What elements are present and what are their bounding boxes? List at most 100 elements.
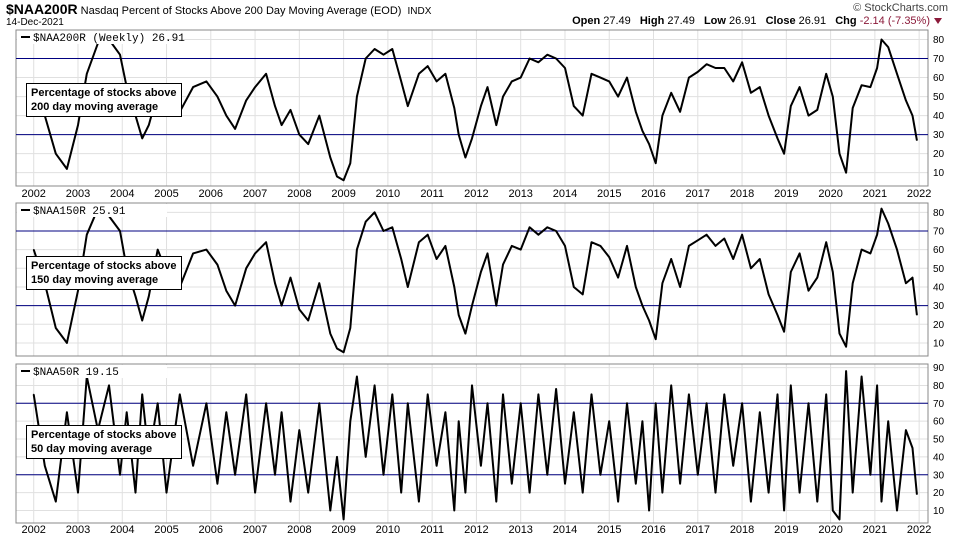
data-point bbox=[435, 465, 438, 467]
data-point bbox=[838, 333, 841, 335]
data-point bbox=[905, 99, 907, 101]
data-point bbox=[750, 500, 752, 503]
ohlc-readout: Open 27.49 High 27.49 Low 26.91 Close 26… bbox=[566, 15, 930, 27]
data-point bbox=[790, 105, 792, 107]
panel-frame bbox=[15, 363, 929, 524]
data-point bbox=[495, 305, 497, 307]
data-point bbox=[528, 226, 531, 228]
x-tick-label: 2003 bbox=[66, 188, 90, 200]
data-point bbox=[608, 420, 610, 422]
data-point bbox=[356, 375, 358, 378]
data-point bbox=[714, 245, 717, 247]
y-tick-label: 60 bbox=[933, 417, 945, 428]
chart-title-row: $NAA200R Nasdaq Percent of Stocks Above … bbox=[6, 1, 431, 17]
data-point bbox=[880, 38, 883, 41]
data-point bbox=[77, 124, 79, 126]
data-point bbox=[916, 493, 918, 496]
data-point bbox=[723, 237, 725, 240]
data-point bbox=[44, 465, 46, 467]
data-point bbox=[641, 305, 644, 307]
data-point bbox=[458, 314, 460, 316]
brand-watermark: © StockCharts.com bbox=[853, 2, 948, 14]
data-point bbox=[825, 73, 827, 75]
data-point bbox=[661, 492, 663, 494]
data-point bbox=[706, 234, 708, 236]
y-tick-label: 60 bbox=[933, 73, 945, 84]
data-point bbox=[179, 393, 181, 395]
data-point bbox=[298, 429, 300, 431]
data-point bbox=[661, 282, 663, 284]
data-point bbox=[564, 245, 566, 247]
down-triangle-icon bbox=[934, 18, 942, 24]
data-point bbox=[511, 245, 513, 247]
data-point bbox=[648, 319, 650, 322]
data-point bbox=[391, 48, 393, 50]
data-point bbox=[869, 252, 872, 254]
data-point bbox=[626, 402, 628, 404]
data-point bbox=[444, 245, 447, 247]
data-point bbox=[723, 393, 725, 395]
data-point bbox=[520, 76, 522, 79]
data-point bbox=[245, 99, 247, 101]
y-tick-label: 50 bbox=[933, 264, 945, 275]
x-tick-label: 2004 bbox=[110, 188, 134, 200]
y-tick-label: 60 bbox=[933, 245, 945, 256]
y-tick-label: 40 bbox=[933, 111, 945, 122]
data-point bbox=[245, 393, 247, 395]
data-point bbox=[582, 115, 584, 117]
data-point bbox=[887, 46, 889, 48]
data-point bbox=[329, 509, 331, 512]
data-point bbox=[790, 384, 792, 387]
data-point bbox=[336, 175, 338, 178]
data-point bbox=[254, 492, 256, 494]
data-point bbox=[356, 95, 358, 98]
data-point bbox=[670, 384, 672, 387]
data-point bbox=[590, 73, 593, 75]
data-point bbox=[916, 139, 918, 141]
data-point bbox=[876, 67, 878, 69]
ticker-symbol: $NAA200R bbox=[6, 1, 78, 17]
data-point bbox=[336, 456, 338, 458]
data-point bbox=[298, 308, 300, 310]
data-point bbox=[329, 333, 331, 335]
data-point bbox=[374, 211, 376, 213]
data-point bbox=[590, 241, 593, 243]
y-tick-label: 20 bbox=[933, 320, 945, 331]
data-point bbox=[582, 293, 584, 296]
data-series-line bbox=[32, 370, 918, 521]
data-point bbox=[374, 384, 376, 387]
data-point bbox=[307, 492, 309, 494]
y-tick-label: 80 bbox=[933, 35, 945, 46]
data-point bbox=[234, 305, 236, 307]
x-tick-label: 2007 bbox=[243, 188, 267, 200]
data-point bbox=[688, 76, 690, 79]
data-point bbox=[471, 305, 473, 307]
x-tick-label: 2018 bbox=[730, 524, 754, 536]
series-label: $NAA50R 19.15 bbox=[33, 367, 119, 379]
y-tick-label: 50 bbox=[933, 435, 945, 446]
data-point bbox=[825, 393, 827, 395]
data-point bbox=[911, 115, 914, 117]
data-point bbox=[274, 474, 276, 476]
exchange-label: INDX bbox=[407, 6, 432, 17]
data-point bbox=[880, 207, 883, 210]
annotation-line-1: Percentage of stocks above bbox=[31, 429, 177, 441]
data-point bbox=[599, 76, 601, 79]
data-point bbox=[349, 420, 351, 422]
data-point bbox=[641, 130, 644, 132]
data-point bbox=[418, 73, 420, 75]
x-tick-label: 2021 bbox=[863, 188, 887, 200]
data-point bbox=[148, 124, 150, 126]
data-point bbox=[216, 263, 219, 266]
x-tick-label: 2019 bbox=[774, 524, 798, 536]
data-point bbox=[537, 393, 540, 395]
series-label-background bbox=[17, 31, 167, 44]
data-point bbox=[486, 402, 489, 404]
data-point bbox=[905, 282, 907, 284]
data-point bbox=[869, 474, 872, 476]
data-point bbox=[741, 402, 743, 404]
close-label: Close bbox=[765, 15, 796, 27]
data-point bbox=[555, 230, 557, 232]
data-point bbox=[464, 333, 466, 335]
data-point bbox=[265, 73, 267, 75]
